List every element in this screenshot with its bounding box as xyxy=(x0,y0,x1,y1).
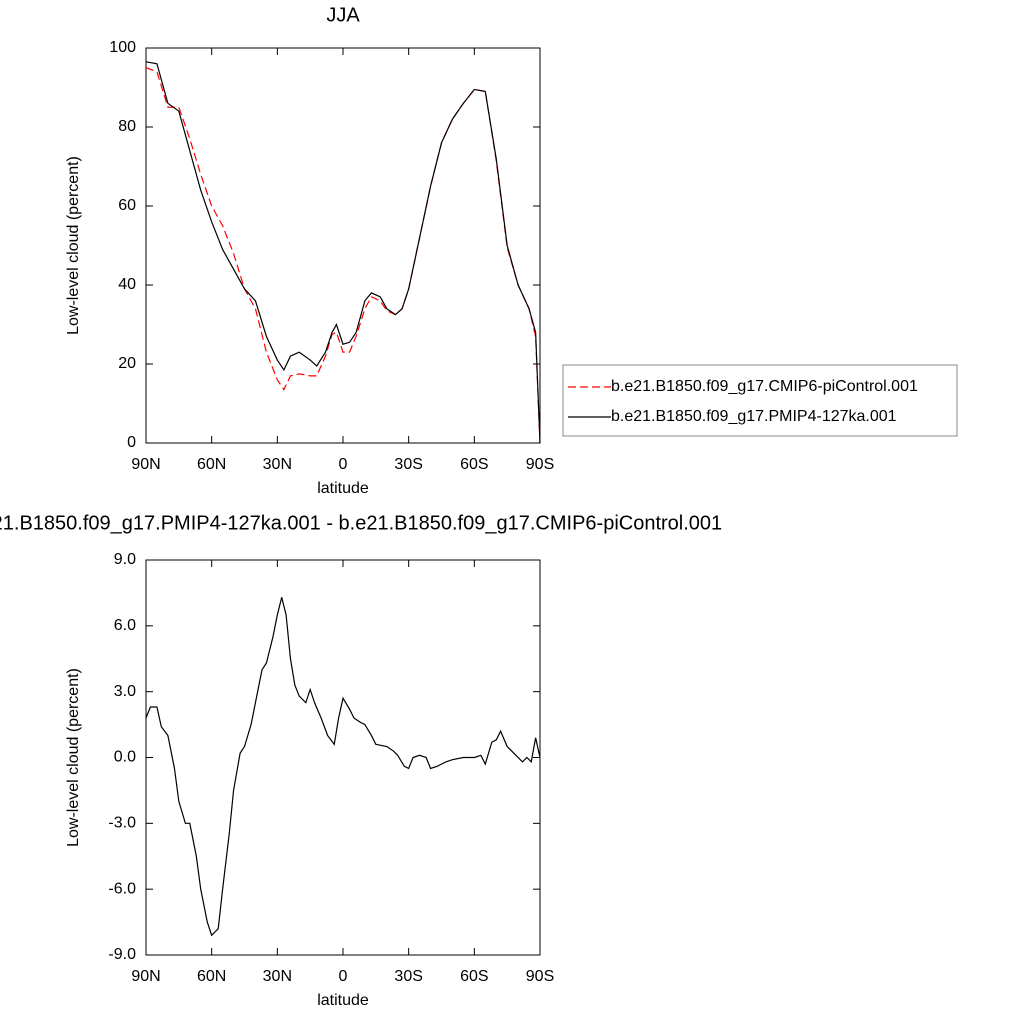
x-tick-label: 60N xyxy=(197,968,226,985)
chart-title: b.e21.B1850.f09_g17.PMIP4-127ka.001 - b.… xyxy=(0,512,722,534)
legend-label: b.e21.B1850.f09_g17.PMIP4-127ka.001 xyxy=(611,408,897,425)
data-line xyxy=(145,67,541,444)
data-line xyxy=(145,61,541,444)
plot-frame xyxy=(145,47,541,444)
x-tick-label: 90S xyxy=(526,968,554,985)
plot-frame xyxy=(145,559,541,956)
y-tick-label: -3.0 xyxy=(108,815,136,832)
y-tick-label: 80 xyxy=(118,118,136,135)
x-tick-label: 90S xyxy=(526,456,554,473)
legend-box xyxy=(562,364,958,437)
data-line xyxy=(145,597,541,937)
y-tick-label: 20 xyxy=(118,355,136,372)
x-tick-label: 60S xyxy=(460,968,488,985)
chart-title: JJA xyxy=(326,4,360,26)
y-tick-label: 40 xyxy=(118,276,136,293)
x-axis-label: latitude xyxy=(317,480,369,497)
x-tick-label: 30S xyxy=(394,968,422,985)
x-tick-label: 30N xyxy=(263,968,292,985)
y-tick-label: 0 xyxy=(127,434,136,451)
x-tick-label: 60N xyxy=(197,456,226,473)
x-tick-label: 90N xyxy=(131,968,160,985)
legend-label: b.e21.B1850.f09_g17.CMIP6-piControl.001 xyxy=(611,378,918,395)
y-tick-label: 100 xyxy=(109,39,136,56)
y-tick-label: 3.0 xyxy=(114,683,136,700)
y-axis-label: Low-level cloud (percent) xyxy=(65,156,82,335)
x-tick-label: 90N xyxy=(131,456,160,473)
y-tick-label: -6.0 xyxy=(108,880,136,897)
x-tick-label: 0 xyxy=(339,456,348,473)
x-tick-label: 0 xyxy=(339,968,348,985)
y-axis-label: Low-level cloud (percent) xyxy=(65,668,82,847)
x-tick-label: 30N xyxy=(263,456,292,473)
x-axis-label: latitude xyxy=(317,992,369,1009)
y-tick-label: 60 xyxy=(118,197,136,214)
x-tick-label: 60S xyxy=(460,456,488,473)
x-tick-label: 30S xyxy=(394,456,422,473)
y-tick-label: 9.0 xyxy=(114,551,136,568)
y-tick-label: 6.0 xyxy=(114,617,136,634)
y-tick-label: 0.0 xyxy=(114,749,136,766)
y-tick-label: -9.0 xyxy=(108,946,136,963)
